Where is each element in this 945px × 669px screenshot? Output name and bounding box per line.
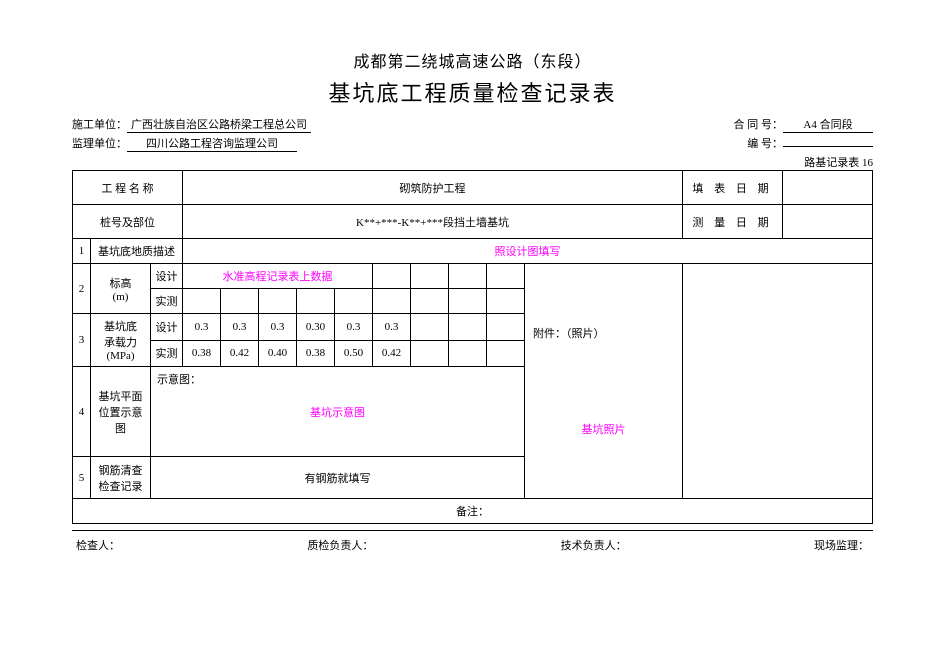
row2-num: 2 [73, 264, 91, 314]
row1-num: 1 [73, 239, 91, 264]
cell-blank [183, 289, 221, 314]
th-measure-date: 测 量 日 期 [683, 205, 783, 239]
serial-value [783, 146, 873, 147]
cell-blank [411, 289, 449, 314]
row5-value: 有钢筋就填写 [151, 457, 525, 499]
contract-value: A4 合同段 [783, 116, 873, 133]
row3-num: 3 [73, 314, 91, 367]
contract-label: 合 同 号： [734, 116, 784, 132]
m0: 0.38 [183, 340, 221, 367]
cell-blank [449, 314, 487, 341]
row2-label: 标高 (m) [91, 264, 151, 314]
cell-blank [487, 264, 525, 289]
row1-label: 基坑底地质描述 [91, 239, 183, 264]
row5-label: 钢筋清查 检查记录 [91, 457, 151, 499]
row4-num: 4 [73, 367, 91, 457]
form-code: 路基记录表 16 [72, 154, 873, 170]
row2-design-label: 设计 [151, 264, 183, 289]
row4-label: 基坑平面 位置示意 图 [91, 367, 151, 457]
remark-label: 备注： [456, 506, 489, 518]
attachment-cell: 附件：（照片） 基坑照片 [525, 264, 683, 499]
cell-blank [335, 289, 373, 314]
row2-design-value: 水准高程记录表上数据 [183, 264, 373, 289]
m1: 0.42 [221, 340, 259, 367]
attachment-label: 附件：（照片） [527, 325, 680, 341]
main-title: 基坑底工程质量检查记录表 [72, 76, 873, 108]
td-measure-date [783, 205, 873, 239]
m2: 0.40 [259, 340, 297, 367]
th-station: 桩号及部位 [73, 205, 183, 239]
row2-measured-label: 实测 [151, 289, 183, 314]
row5-num: 5 [73, 457, 91, 499]
contractor-label: 施工单位： [72, 116, 127, 132]
cell-blank [221, 289, 259, 314]
row1-value: 照设计图填写 [183, 239, 873, 264]
d3: 0.30 [297, 314, 335, 341]
cell-blank [297, 289, 335, 314]
supervisor-label: 监理单位： [72, 135, 127, 151]
d0: 0.3 [183, 314, 221, 341]
cell-blank [487, 314, 525, 341]
cell-blank [373, 264, 411, 289]
footer-inspector: 检查人： [76, 537, 120, 553]
cell-blank [487, 340, 525, 367]
cell-blank [449, 340, 487, 367]
d1: 0.3 [221, 314, 259, 341]
footer-qc: 质检负责人： [307, 537, 373, 553]
th-project-name: 工 程 名 称 [73, 171, 183, 205]
footer-row: 检查人： 质检负责人： 技术负责人： 现场监理： [72, 530, 873, 553]
m5: 0.42 [373, 340, 411, 367]
cell-blank [259, 289, 297, 314]
td-fill-date [783, 171, 873, 205]
row4-diagram: 示意图： 基坑示意图 [151, 367, 525, 457]
d2: 0.3 [259, 314, 297, 341]
cell-blank [411, 264, 449, 289]
supervisor-value: 四川公路工程咨询监理公司 [127, 135, 297, 152]
footer-supervisor: 现场监理： [814, 537, 869, 553]
attachment-blank [683, 264, 873, 499]
super-title: 成都第二绕城高速公路（东段） [72, 48, 873, 72]
contractor-value: 广西壮族自治区公路桥梁工程总公司 [127, 116, 311, 133]
cell-blank [449, 264, 487, 289]
cell-blank [373, 289, 411, 314]
row3-design-label: 设计 [151, 314, 183, 341]
m4: 0.50 [335, 340, 373, 367]
cell-blank [449, 289, 487, 314]
row3-label: 基坑底 承载力 (MPa) [91, 314, 151, 367]
cell-blank [411, 340, 449, 367]
serial-label: 编 号： [747, 135, 783, 151]
cell-blank [487, 289, 525, 314]
footer-tech: 技术负责人： [561, 537, 627, 553]
th-fill-date: 填 表 日 期 [683, 171, 783, 205]
main-table: 工 程 名 称 砌筑防护工程 填 表 日 期 桩号及部位 K**+***-K**… [72, 170, 873, 524]
diagram-hint: 示意图： [157, 371, 201, 387]
row3-measured-label: 实测 [151, 340, 183, 367]
remark-cell: 备注： [73, 499, 873, 524]
td-project-name: 砌筑防护工程 [183, 171, 683, 205]
cell-blank [411, 314, 449, 341]
td-station: K**+***-K**+***段挡土墙基坑 [183, 205, 683, 239]
diagram-caption: 基坑示意图 [310, 407, 365, 419]
d4: 0.3 [335, 314, 373, 341]
attachment-caption: 基坑照片 [527, 421, 680, 437]
d5: 0.3 [373, 314, 411, 341]
m3: 0.38 [297, 340, 335, 367]
